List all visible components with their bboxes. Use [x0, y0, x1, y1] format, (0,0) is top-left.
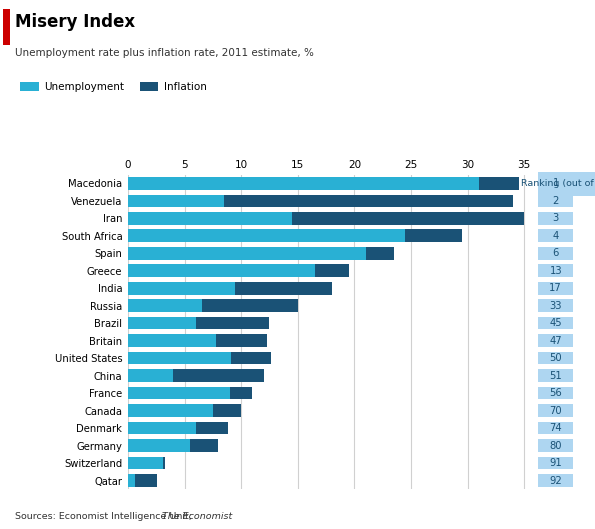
Text: 2: 2	[553, 196, 559, 206]
Text: 1: 1	[553, 178, 559, 188]
Text: 92: 92	[549, 476, 562, 486]
Bar	[128, 422, 196, 434]
Bar	[128, 334, 216, 347]
Bar	[196, 422, 227, 434]
Text: 80: 80	[549, 441, 562, 451]
Bar	[479, 177, 518, 189]
Text: 45: 45	[549, 318, 562, 328]
Text: 47: 47	[549, 336, 562, 345]
Bar	[292, 212, 524, 225]
Bar	[163, 457, 165, 469]
Bar	[196, 317, 270, 330]
Bar	[128, 177, 479, 189]
Bar	[173, 369, 264, 382]
Bar	[128, 439, 190, 452]
Bar	[128, 195, 224, 207]
Bar	[128, 404, 213, 417]
Legend: Unemployment, Inflation: Unemployment, Inflation	[20, 82, 206, 92]
Text: 4: 4	[553, 231, 559, 241]
Bar	[128, 352, 231, 364]
Bar	[128, 264, 315, 277]
Text: 91: 91	[549, 458, 562, 468]
Text: 70: 70	[549, 406, 562, 416]
Bar	[128, 317, 196, 330]
Text: 56: 56	[549, 388, 562, 398]
Text: 3: 3	[553, 213, 559, 223]
Bar	[315, 264, 349, 277]
Text: 13: 13	[549, 266, 562, 276]
Text: 17: 17	[549, 283, 562, 293]
Text: 50: 50	[549, 353, 562, 363]
Bar	[128, 387, 230, 399]
Text: 33: 33	[549, 300, 562, 311]
Bar	[128, 457, 163, 469]
Bar	[236, 282, 332, 295]
Text: The Economist: The Economist	[162, 512, 233, 521]
Text: Sources: Economist Intelligence Unit;: Sources: Economist Intelligence Unit;	[15, 512, 195, 521]
Bar	[224, 195, 513, 207]
Text: Unemployment rate plus inflation rate, 2011 estimate, %: Unemployment rate plus inflation rate, 2…	[15, 48, 314, 58]
Bar	[128, 282, 236, 295]
Bar	[202, 299, 298, 312]
Text: 74: 74	[549, 423, 562, 433]
Bar	[128, 247, 366, 260]
Text: 6: 6	[553, 248, 559, 258]
Bar	[213, 404, 241, 417]
Bar	[128, 212, 292, 225]
Bar	[128, 299, 202, 312]
Bar	[405, 230, 462, 242]
Text: Misery Index: Misery Index	[15, 13, 135, 31]
Bar	[128, 475, 134, 487]
Bar	[230, 387, 252, 399]
Bar	[366, 247, 394, 260]
Text: 51: 51	[549, 371, 562, 381]
Bar	[231, 352, 271, 364]
Bar	[128, 369, 173, 382]
Bar	[134, 475, 157, 487]
Bar	[128, 230, 405, 242]
Bar	[190, 439, 218, 452]
Bar	[216, 334, 267, 347]
Text: Ranking (out of 92 countries): Ranking (out of 92 countries)	[521, 179, 595, 188]
